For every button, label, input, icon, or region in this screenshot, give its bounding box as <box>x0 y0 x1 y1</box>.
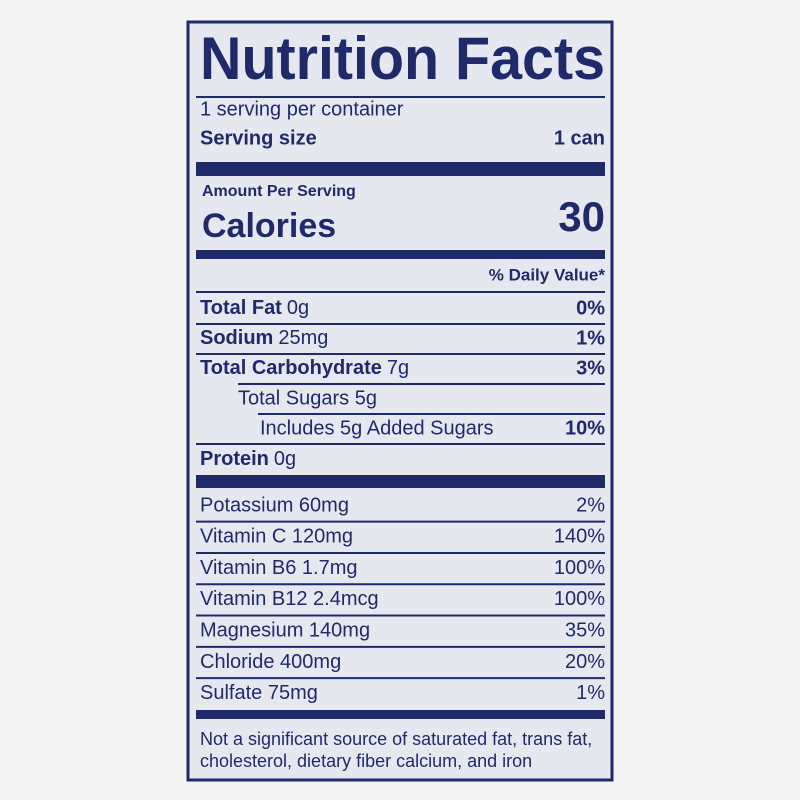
vitamin-label: Vitamin B6 1.7mg <box>200 557 358 579</box>
vitamin-dv: 100% <box>554 557 605 579</box>
vitamin-dv: 140% <box>554 526 605 548</box>
amount-heading: Amount Per Serving <box>202 183 356 200</box>
calories-value: 30 <box>558 193 605 240</box>
nutrient-amount: 0g <box>287 297 309 319</box>
nutrient-dv: 3% <box>576 357 605 379</box>
label-panel <box>186 20 614 782</box>
vitamin-dv: 35% <box>565 619 605 641</box>
vitamin-label: Vitamin B12 2.4mcg <box>200 588 379 610</box>
vitamin-list: Potassium 60mg 2% Vitamin C 120mg 140% Vitam… <box>196 494 605 704</box>
nutrient-label: Includes 5g Added Sugars <box>260 417 494 439</box>
medium-bar <box>196 250 605 259</box>
nutrient: Protein 0g <box>200 448 296 470</box>
nutrient: Total Carbohydrate 7g <box>200 357 409 379</box>
nutrient-amount: 7g <box>387 357 409 379</box>
nutrient-label: Sodium <box>200 327 273 349</box>
serving-size: 1 can <box>554 127 605 149</box>
nutrient-dv: 0% <box>576 297 605 319</box>
vitamin-dv: 100% <box>554 588 605 610</box>
serving-size-label: Serving size <box>200 127 317 149</box>
nutrient-dv: 10% <box>565 417 605 439</box>
nutrient: Sodium 25mg <box>200 327 328 349</box>
nutrient-dv: 1% <box>576 327 605 349</box>
nutrient-label: Total Fat <box>200 297 282 319</box>
vitamin-label: Sulfate 75mg <box>200 682 318 704</box>
calories-label: Calories <box>202 207 336 245</box>
nutrient-label: Total Sugars 5g <box>238 387 377 409</box>
nutrient-amount: 25mg <box>278 327 328 349</box>
vitamin-dv: 2% <box>576 494 605 516</box>
vitamin-label: Potassium 60mg <box>200 494 349 516</box>
thick-bar <box>196 162 605 176</box>
nutrient: Total Fat 0g <box>200 297 309 319</box>
footnote-line: Not a significant source of saturated fa… <box>200 729 592 749</box>
daily-value-heading: % Daily Value* <box>489 265 606 284</box>
vitamin-label: Vitamin C 120mg <box>200 526 353 548</box>
vitamin-dv: 20% <box>565 651 605 673</box>
servings: 1 serving per container <box>200 98 404 120</box>
nutrient-amount: 0g <box>274 448 296 470</box>
vitamin-dv: 1% <box>576 682 605 704</box>
footnote-line: cholesterol, dietary fiber calcium, and … <box>200 751 532 771</box>
vitamin-label: Magnesium 140mg <box>200 619 370 641</box>
thick-bar <box>196 475 605 488</box>
medium-bar <box>196 710 605 719</box>
nutrient-label: Total Carbohydrate <box>200 357 382 379</box>
title: Nutrition Facts <box>200 25 605 92</box>
nutrient-label: Protein <box>200 448 269 470</box>
vitamin-label: Chloride 400mg <box>200 651 341 673</box>
